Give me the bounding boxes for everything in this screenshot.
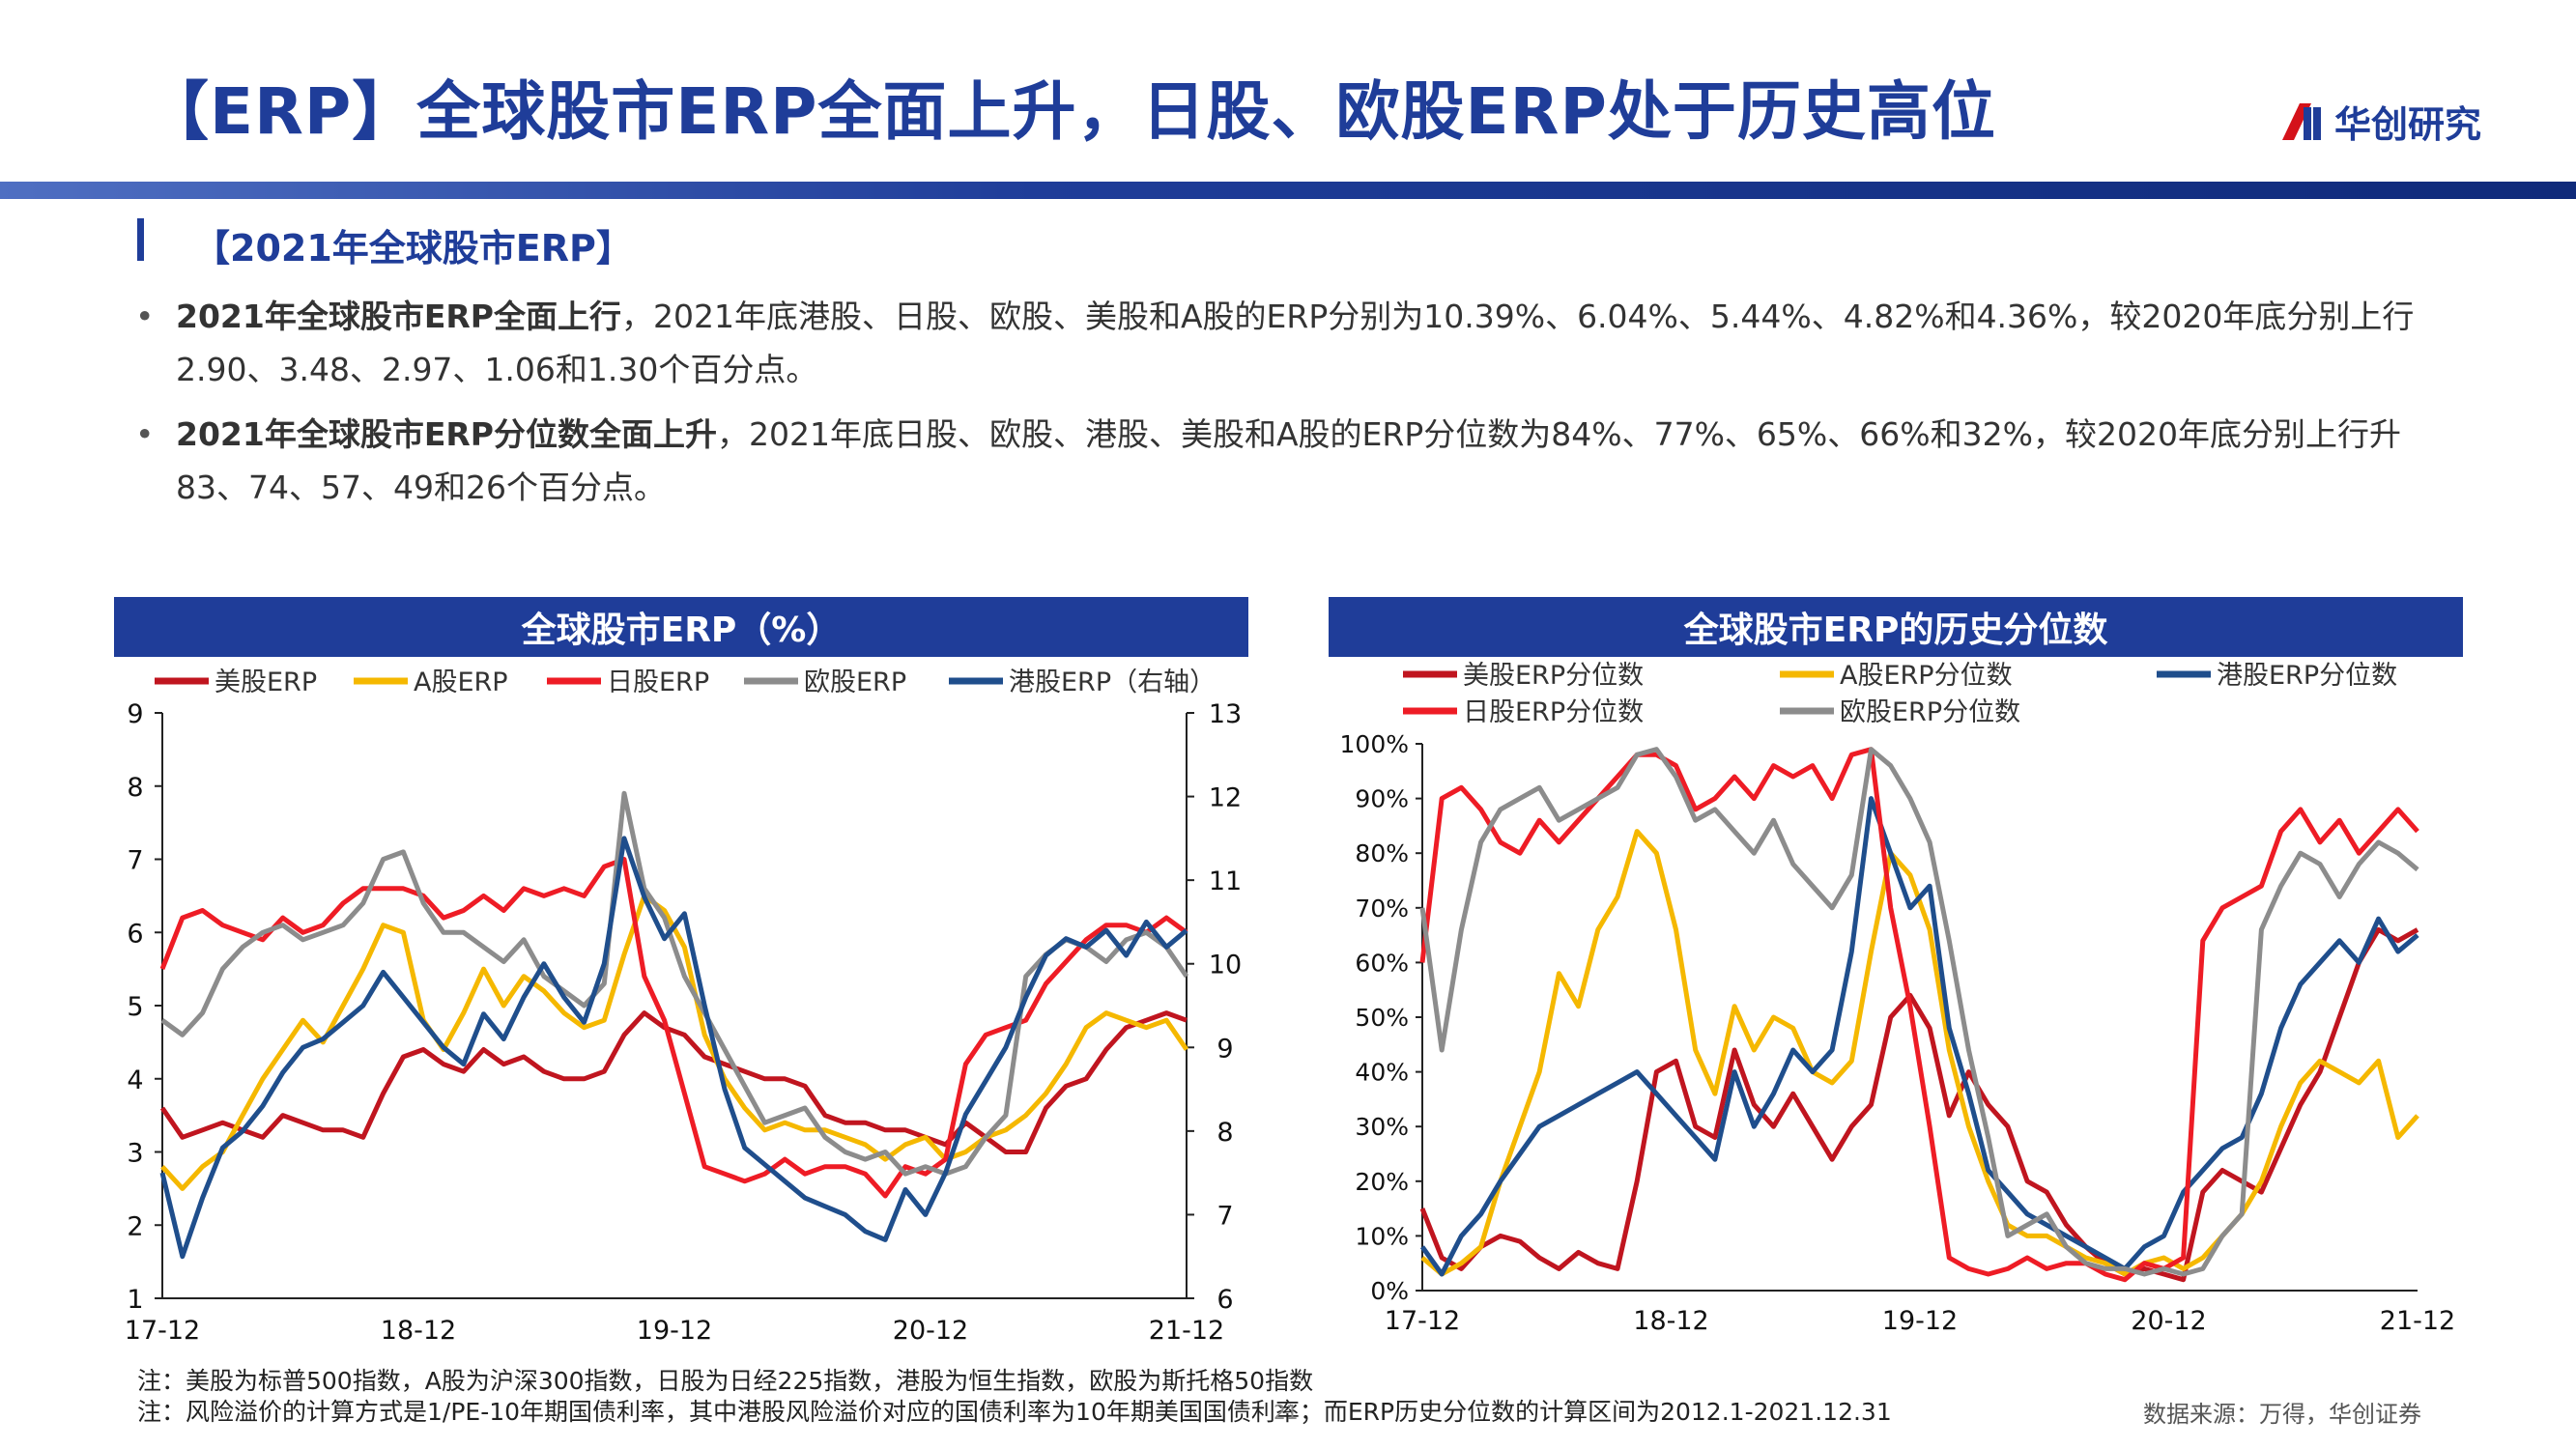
chart-2-x-tick-label: 17-12 — [1385, 1306, 1460, 1336]
note-2: 注：风险溢价的计算方式是1/PE-10年期国债利率，其中港股风险溢价对应的国债利… — [137, 1398, 1892, 1426]
chart-2-y-tick-label: 40% — [1355, 1059, 1409, 1087]
chart-1-y-tick-label: 4 — [127, 1065, 143, 1095]
chart-1-x-tick-label: 18-12 — [381, 1316, 456, 1346]
bullet-text: ，2021年底港股、日股、欧股、美股和A股的ERP分别为10.39%、6.04%… — [176, 298, 2415, 388]
chart-1-x-tick-label: 20-12 — [893, 1316, 968, 1346]
chart-1-legend-label: A股ERP — [414, 668, 508, 697]
chart-2-series-line — [1419, 747, 2419, 1277]
chart-2-legend-label: 港股ERP分位数 — [2217, 661, 2397, 691]
chart-2-title: 全球股市ERP的历史分位数 — [1329, 597, 2463, 657]
bullet-item: 2021年全球股市ERP分位数全面上升，2021年底日股、欧股、港股、美股和A股… — [135, 408, 2445, 514]
chart-1-y-tick-label: 2 — [127, 1211, 143, 1241]
chart-2-y-tick-label: 50% — [1355, 1004, 1409, 1032]
note-1: 注：美股为标普500指数，A股为沪深300指数，日股为日经225指数，港股为恒生… — [137, 1367, 1314, 1395]
chart-1-legend-label: 港股ERP（右轴） — [1009, 668, 1216, 697]
chart-1-legend-label: 欧股ERP — [804, 668, 906, 697]
chart-1-y-tick-label: 1 — [127, 1285, 143, 1315]
chart-1-y2-tick-label: 9 — [1216, 1034, 1233, 1064]
chart-1-x-tick-label: 19-12 — [637, 1316, 712, 1346]
chart-2-x-tick-label: 18-12 — [1633, 1306, 1708, 1336]
chart-2-series-line — [1419, 926, 2419, 1283]
chart-1-x-tick-label: 21-12 — [1149, 1316, 1224, 1346]
chart-2-legend-label: A股ERP分位数 — [1840, 661, 2013, 691]
section-title: 【2021年全球股市ERP】 — [193, 227, 633, 270]
chart-1-y2-tick-label: 6 — [1216, 1285, 1233, 1315]
chart-2-series-line — [1419, 747, 2419, 1283]
logo-text: 华创研究 — [2334, 103, 2482, 146]
chart-1-legend-label: 美股ERP — [215, 668, 317, 697]
chart-1-title: 全球股市ERP（%） — [114, 597, 1248, 657]
page-title: 【ERP】全球股市ERP全面上升，日股、欧股ERP处于历史高位 — [145, 74, 1996, 149]
chart-2-x-tick-label: 20-12 — [2131, 1306, 2206, 1336]
section-marker — [137, 218, 144, 261]
bullet-bold: 2021年全球股市ERP全面上行 — [176, 298, 621, 335]
bullet-bold: 2021年全球股市ERP分位数全面上升 — [176, 415, 717, 453]
chart-1-y-tick-label: 6 — [127, 919, 143, 949]
company-logo: 华创研究 — [2282, 95, 2481, 148]
chart-1-y2-tick-label: 7 — [1216, 1201, 1233, 1231]
chart-2-y-tick-label: 100% — [1340, 730, 1409, 758]
chart-2-x-tick-label: 19-12 — [1882, 1306, 1958, 1336]
chart-1-y2-tick-label: 12 — [1209, 783, 1242, 813]
chart-1-y2-tick-label: 13 — [1209, 699, 1242, 729]
chart-1-y2-tick-label: 10 — [1209, 951, 1242, 980]
chart-2-y-tick-label: 10% — [1355, 1222, 1409, 1250]
chart-2-y-tick-label: 80% — [1355, 839, 1409, 867]
chart-1-series-line — [160, 790, 1189, 1177]
chart-1-series-line — [159, 1010, 1188, 1154]
chart-2-series-line — [1420, 829, 2419, 1277]
chart-1-y-tick-label: 5 — [127, 992, 143, 1022]
chart-1-y2-tick-label: 8 — [1216, 1118, 1233, 1148]
page-number: 21 — [1274, 1401, 1299, 1424]
chart-1-y-tick-label: 7 — [127, 846, 143, 876]
chart-1-y2-tick-label: 11 — [1209, 867, 1242, 896]
chart-2-legend-label: 日股ERP分位数 — [1463, 697, 1644, 727]
bullet-text: ，2021年底日股、欧股、港股、美股和A股的ERP分位数为84%、77%、65%… — [176, 415, 2401, 506]
chart-1-legend-label: 日股ERP — [607, 668, 709, 697]
chart-1-y-tick-label: 8 — [127, 773, 143, 803]
header-divider-bar — [0, 182, 2576, 199]
chart-1-x-tick-label: 17-12 — [125, 1316, 200, 1346]
chart-1-series-line — [159, 836, 1188, 1260]
chart-2-y-tick-label: 20% — [1355, 1168, 1409, 1196]
chart-1-series-line — [159, 857, 1188, 1199]
bullet-item: 2021年全球股市ERP全面上行，2021年底港股、日股、欧股、美股和A股的ER… — [135, 290, 2445, 396]
chart-2-y-tick-label: 70% — [1355, 895, 1409, 923]
data-source: 数据来源：万得，华创证券 — [2143, 1401, 2421, 1428]
chart-2-x-tick-label: 21-12 — [2380, 1306, 2455, 1336]
chart-2-y-tick-label: 60% — [1355, 949, 1409, 977]
chart-1-y-tick-label: 9 — [127, 699, 143, 729]
chart-2-y-tick-label: 90% — [1355, 785, 1409, 813]
chart-2-legend-label: 美股ERP分位数 — [1463, 661, 1644, 691]
chart-1-y-tick-label: 3 — [127, 1139, 143, 1169]
logo-mark-icon — [2282, 102, 2321, 140]
chart-2-y-tick-label: 30% — [1355, 1113, 1409, 1141]
bullet-list: 2021年全球股市ERP全面上行，2021年底港股、日股、欧股、美股和A股的ER… — [135, 290, 2445, 526]
chart-2-series-line — [1419, 796, 2419, 1277]
chart-2-legend-label: 欧股ERP分位数 — [1840, 697, 2020, 727]
chart-2-y-tick-label: 0% — [1370, 1277, 1409, 1305]
